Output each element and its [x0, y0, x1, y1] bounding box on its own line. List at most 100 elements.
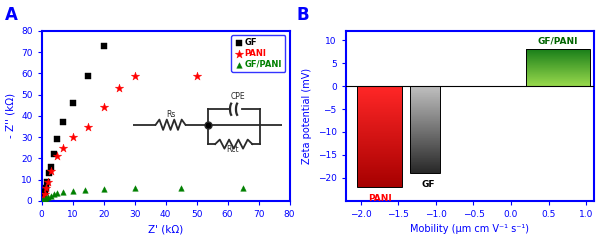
- GF: [59, 120, 68, 124]
- Bar: [410, 107, 440, 108]
- PANI: [38, 198, 47, 202]
- Bar: [357, 111, 402, 112]
- Bar: [410, 101, 440, 102]
- GF: [68, 101, 77, 105]
- Bar: [357, 114, 402, 115]
- Bar: [410, 137, 440, 138]
- PANI: [40, 192, 50, 196]
- Bar: [410, 108, 440, 109]
- PANI: [114, 86, 124, 90]
- Bar: [410, 155, 440, 156]
- Text: B: B: [296, 6, 309, 24]
- Bar: [410, 135, 440, 136]
- Bar: [357, 181, 402, 182]
- Bar: [357, 108, 402, 109]
- Bar: [357, 152, 402, 153]
- PANI: [83, 125, 93, 128]
- PANI: [59, 146, 68, 150]
- Bar: [410, 169, 440, 170]
- Bar: [357, 178, 402, 179]
- Bar: [357, 144, 402, 145]
- Bar: [410, 128, 440, 129]
- PANI: [41, 186, 51, 190]
- Bar: [357, 169, 402, 170]
- Bar: [357, 153, 402, 154]
- PANI: [43, 180, 53, 184]
- GF/PANI: [52, 192, 62, 195]
- Bar: [410, 109, 440, 110]
- Bar: [410, 86, 440, 173]
- Bar: [357, 107, 402, 108]
- Bar: [357, 95, 402, 96]
- Bar: [357, 138, 402, 139]
- Bar: [357, 126, 402, 127]
- Bar: [357, 154, 402, 155]
- Bar: [410, 131, 440, 132]
- Bar: [410, 125, 440, 126]
- Bar: [410, 142, 440, 143]
- GF/PANI: [41, 196, 51, 200]
- Bar: [357, 184, 402, 185]
- Bar: [410, 102, 440, 103]
- GF/PANI: [38, 198, 48, 202]
- Bar: [357, 182, 402, 183]
- Bar: [357, 118, 402, 119]
- GF: [38, 198, 47, 202]
- Bar: [357, 92, 402, 93]
- Bar: [357, 180, 402, 181]
- Bar: [357, 164, 402, 165]
- Bar: [410, 166, 440, 167]
- Bar: [410, 88, 440, 89]
- Bar: [410, 123, 440, 124]
- GF/PANI: [99, 187, 109, 191]
- Bar: [410, 154, 440, 155]
- Bar: [410, 163, 440, 164]
- Bar: [357, 129, 402, 130]
- Bar: [410, 164, 440, 165]
- X-axis label: Z' (kΩ): Z' (kΩ): [148, 224, 183, 234]
- Bar: [357, 128, 402, 129]
- Bar: [357, 125, 402, 126]
- Bar: [410, 87, 440, 88]
- Bar: [410, 158, 440, 159]
- Bar: [410, 129, 440, 130]
- Y-axis label: - Z'' (kΩ): - Z'' (kΩ): [5, 93, 16, 138]
- GF/PANI: [176, 186, 186, 190]
- GF/PANI: [59, 191, 68, 194]
- Bar: [410, 141, 440, 142]
- GF/PANI: [80, 188, 90, 192]
- Bar: [357, 176, 402, 177]
- Bar: [357, 137, 402, 138]
- GF: [40, 191, 50, 194]
- Bar: [357, 183, 402, 184]
- Bar: [357, 121, 402, 122]
- Bar: [410, 143, 440, 144]
- Text: GF/PANI: GF/PANI: [538, 37, 578, 46]
- Bar: [357, 148, 402, 149]
- Bar: [410, 162, 440, 163]
- Bar: [357, 135, 402, 136]
- X-axis label: Mobility (μm cm V⁻¹ s⁻¹): Mobility (μm cm V⁻¹ s⁻¹): [410, 224, 529, 234]
- Bar: [410, 150, 440, 151]
- Bar: [410, 138, 440, 139]
- Bar: [357, 165, 402, 166]
- Bar: [357, 97, 402, 98]
- Bar: [410, 97, 440, 98]
- Legend: GF, PANI, GF/PANI: GF, PANI, GF/PANI: [232, 35, 286, 72]
- GF/PANI: [40, 197, 50, 201]
- Bar: [357, 87, 402, 88]
- Bar: [410, 168, 440, 169]
- Bar: [410, 89, 440, 90]
- Bar: [410, 132, 440, 133]
- Bar: [357, 115, 402, 116]
- Bar: [357, 170, 402, 171]
- Bar: [357, 102, 402, 103]
- PANI: [52, 154, 62, 158]
- Bar: [410, 149, 440, 150]
- GF/PANI: [37, 198, 47, 202]
- GF: [44, 171, 53, 175]
- GF: [99, 44, 109, 48]
- Bar: [357, 131, 402, 132]
- Bar: [410, 98, 440, 99]
- Bar: [357, 151, 402, 152]
